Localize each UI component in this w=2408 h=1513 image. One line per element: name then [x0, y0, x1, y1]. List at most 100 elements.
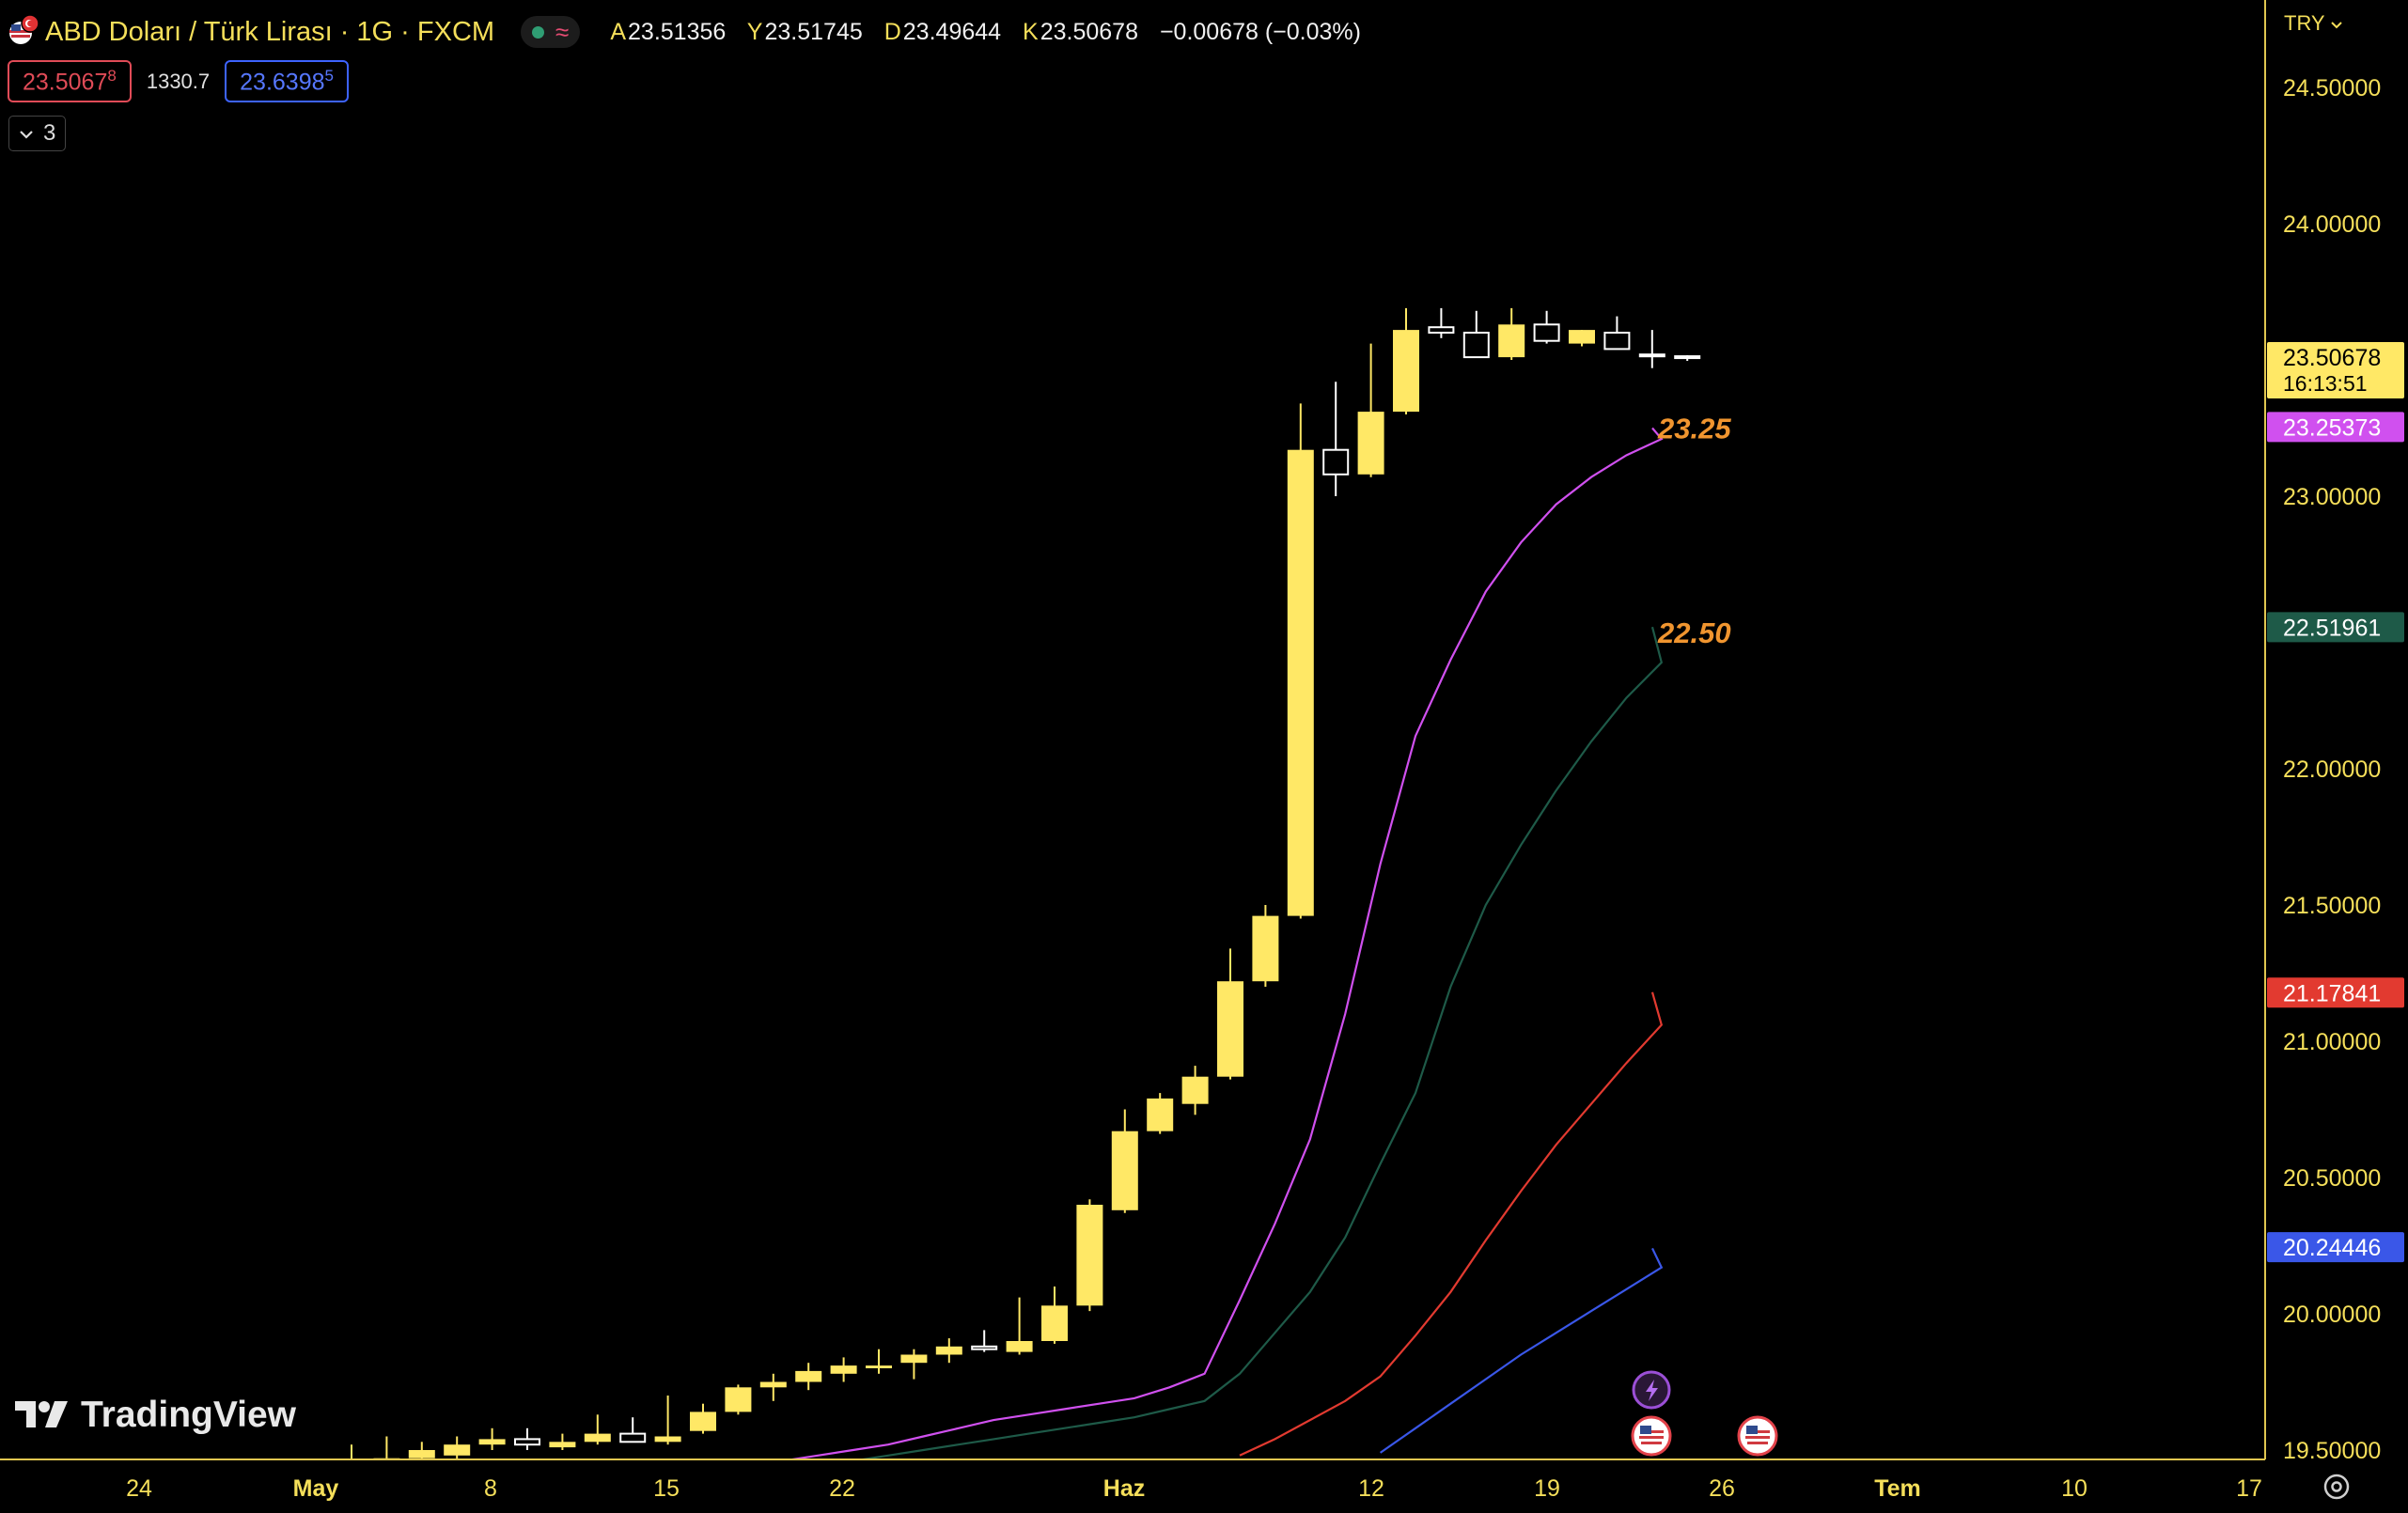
currency-selector[interactable]: TRY	[2284, 11, 2343, 36]
lightning-event-icon[interactable]	[1632, 1370, 1671, 1410]
y-tick-label: 20.50000	[2283, 1165, 2381, 1192]
candle-body	[1217, 981, 1243, 1077]
candle-body	[1498, 324, 1525, 358]
price-annotation[interactable]: 23.25	[1657, 413, 1731, 445]
market-status[interactable]: ≈	[521, 16, 581, 48]
y-tick-label: 23.00000	[2283, 484, 2381, 510]
candle-body	[866, 1365, 892, 1368]
x-tick-label: 8	[484, 1475, 497, 1502]
us-flag-event-icon[interactable]	[1631, 1415, 1672, 1457]
indicators-toggle[interactable]: 3	[8, 116, 67, 151]
candle-body	[1252, 915, 1279, 982]
flag-icon	[8, 13, 39, 51]
flag-stripe	[1641, 1442, 1662, 1444]
candle	[1603, 316, 1631, 351]
currency-label: TRY	[2284, 11, 2325, 35]
candle	[725, 1384, 752, 1415]
symbol-header: ABD Doları / Türk Lirası · 1G · FXCM ≈ A…	[8, 11, 1361, 53]
flag-stripe	[1747, 1442, 1768, 1444]
candle-body	[1041, 1305, 1068, 1341]
us-flag-event-icon[interactable]	[1737, 1415, 1778, 1457]
candle	[935, 1338, 962, 1364]
sell-button[interactable]: 23.50678	[8, 60, 132, 103]
tradingview-logo[interactable]: TradingView	[13, 1395, 296, 1436]
flag-stripe	[1758, 1430, 1770, 1433]
candle-body	[1322, 448, 1350, 476]
buy-price-pip: 5	[324, 67, 334, 85]
chevron-down-icon	[2331, 22, 2343, 29]
moving-average-line	[1379, 1247, 1664, 1454]
gear-icon-hub	[2331, 1481, 2342, 1492]
candle	[654, 1396, 681, 1445]
buy-button[interactable]: 23.63985	[225, 60, 349, 103]
candle	[478, 1427, 506, 1450]
candle	[584, 1414, 611, 1445]
candle-body	[1181, 1076, 1209, 1104]
price-tag-label: 23.25373	[2283, 414, 2381, 441]
candle	[1076, 1199, 1103, 1312]
x-tick-label: Haz	[1103, 1475, 1145, 1502]
tradingview-logo-icon	[15, 1401, 68, 1427]
price-tag-label: 21.17841	[2283, 980, 2381, 1006]
candle	[1393, 307, 1419, 414]
candle-body	[1287, 449, 1314, 916]
candle-body	[1533, 323, 1560, 342]
ohlc-open-key: A	[610, 18, 627, 45]
price-tag	[2267, 612, 2404, 643]
candle-body	[619, 1432, 647, 1443]
candle-body	[690, 1412, 716, 1431]
y-tick-label: 24.50000	[2283, 75, 2381, 101]
flag-canton	[1640, 1426, 1651, 1434]
candle	[373, 1436, 400, 1459]
x-tick-label: 19	[1534, 1475, 1560, 1502]
candle	[971, 1330, 998, 1352]
axis-corner	[2266, 1460, 2408, 1513]
candle	[1569, 330, 1595, 347]
buy-price: 23.6398	[240, 69, 325, 96]
candle	[444, 1436, 471, 1459]
moving-average-line	[785, 427, 1664, 1459]
symbol-title[interactable]: ABD Doları / Türk Lirası · 1G · FXCM	[45, 16, 495, 47]
flag-stripe	[1639, 1436, 1664, 1439]
candle	[619, 1417, 647, 1443]
candle	[759, 1373, 787, 1401]
ohlc-low-key: D	[883, 18, 901, 45]
candle	[1533, 310, 1560, 344]
candle-body	[830, 1365, 857, 1374]
flag-stripe	[1745, 1436, 1770, 1439]
ohlc-close-key: K	[1023, 18, 1039, 45]
market-open-dot-icon	[532, 25, 545, 39]
x-tick-label: 26	[1709, 1475, 1735, 1502]
candle	[690, 1403, 716, 1434]
candle	[1462, 310, 1490, 359]
candle-body	[654, 1436, 681, 1443]
price-tag	[2267, 342, 2404, 399]
candle-body	[1006, 1341, 1033, 1352]
x-tick-label: Tem	[1874, 1475, 1921, 1502]
ohlc-close: 23.50678	[1040, 18, 1138, 45]
price-tag	[2267, 412, 2404, 443]
sell-price-pip: 8	[107, 67, 117, 85]
candle-body	[1569, 330, 1595, 344]
candle	[408, 1442, 435, 1459]
candle	[1322, 382, 1350, 496]
x-tick-label: 10	[2061, 1475, 2087, 1502]
candle	[1428, 307, 1455, 338]
gear-icon[interactable]	[2323, 1474, 2350, 1500]
candle-body	[549, 1442, 576, 1448]
sell-price: 23.5067	[23, 69, 108, 96]
candle-body	[514, 1438, 540, 1446]
candle-body	[1357, 412, 1384, 475]
gear-icon-ring	[2323, 1474, 2350, 1500]
price-annotation[interactable]: 22.50	[1657, 616, 1731, 649]
candle-body	[1111, 1131, 1138, 1210]
indicators-count: 3	[43, 120, 56, 146]
candle	[1252, 905, 1279, 987]
brand-name: TradingView	[81, 1395, 297, 1435]
candle	[795, 1363, 822, 1391]
ohlc-open: 23.51356	[628, 18, 727, 45]
ohlc-high-key: Y	[746, 18, 763, 45]
x-tick-label: 24	[126, 1475, 152, 1502]
candle-body	[1147, 1098, 1174, 1131]
